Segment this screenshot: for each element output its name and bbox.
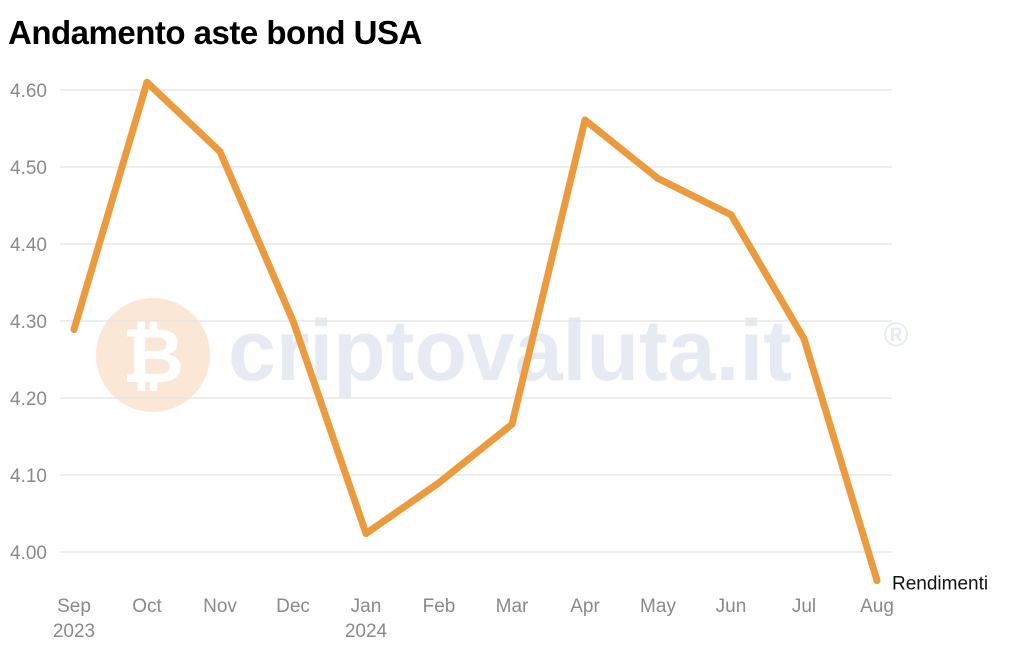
data-point [581,116,589,124]
data-point [435,479,443,487]
x-tick-label: Jun [716,596,747,617]
x-tick-label: Sep [57,596,91,617]
series-line [70,78,881,584]
watermark: ₿ criptovaluta.it ® [96,298,909,412]
bitcoin-watermark-glyph: ₿ [122,314,184,399]
x-tick-label: Mar [496,596,529,617]
x-tick-label: Nov [203,596,237,617]
data-point [800,335,808,343]
y-tick-label: 4.10 [10,466,47,487]
data-point [216,148,224,156]
x-axis: Sep 2023 Oct Nov Dec Jan 2024 Feb Mar Apr May Jun Ju… [53,596,894,642]
chart-title: Andamento aste bond USA [8,14,422,51]
y-axis: 4.00 4.10 4.20 4.30 4.40 4.50 4.60 [10,81,47,564]
x-tick-year-label: 2024 [345,621,388,642]
x-tick-year-label: 2023 [53,621,95,642]
x-tick-label: Oct [132,596,162,617]
y-tick-label: 4.40 [10,235,47,256]
series-group: Rendimenti [70,78,988,594]
y-tick-label: 4.60 [10,81,47,102]
data-point [70,325,78,333]
data-point [654,175,662,183]
x-tick-label: May [640,596,676,617]
y-tick-label: 4.50 [10,158,47,179]
data-point [362,530,370,538]
watermark-registered-mark: ® [883,316,908,354]
x-tick-label: Jul [792,596,816,617]
grid [60,89,892,553]
data-point [873,576,881,584]
x-tick-label: Jan [351,596,382,617]
watermark-text: criptovaluta.it [228,303,792,399]
data-point [727,211,735,219]
data-point [508,420,516,428]
data-point [143,78,151,86]
y-tick-label: 4.30 [10,312,47,333]
x-tick-label: Apr [570,596,600,617]
y-tick-label: 4.00 [10,543,47,564]
bitcoin-watermark-icon [96,298,210,412]
x-tick-label: Dec [276,596,310,617]
y-tick-label: 4.20 [10,389,47,410]
x-tick-label: Feb [423,596,456,617]
x-tick-label: Aug [860,596,894,617]
series-name-label: Rendimenti [892,573,988,594]
data-point [289,317,297,325]
